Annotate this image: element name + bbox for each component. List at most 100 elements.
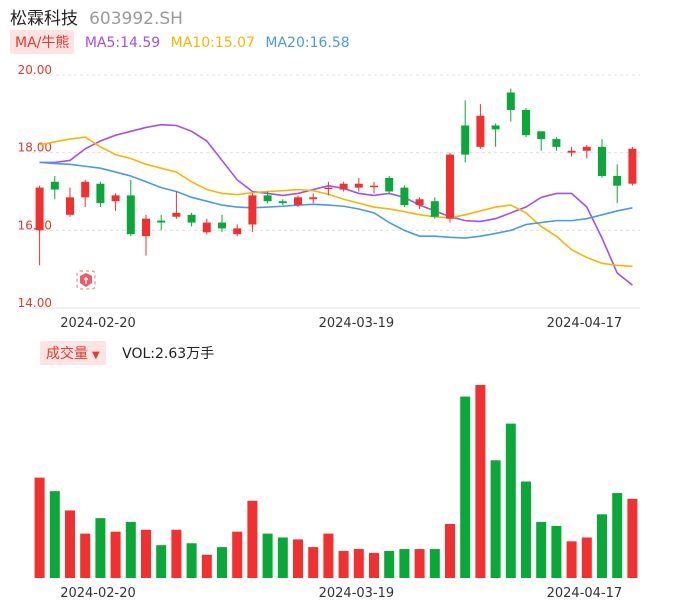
candle <box>35 185 44 266</box>
volume-value-label: VOL:2.63万手 <box>122 346 215 362</box>
candle-body <box>385 177 394 192</box>
candle <box>537 131 546 151</box>
volume-bar <box>597 514 607 578</box>
volume-bars <box>34 385 638 578</box>
volume-toggle-button[interactable]: 成交量 ▼ <box>40 341 106 365</box>
volume-bar <box>369 552 379 578</box>
bull-bear-marker-icon[interactable] <box>76 270 96 290</box>
candle <box>294 195 302 208</box>
volume-bar <box>627 498 638 578</box>
candle <box>187 212 196 227</box>
price-tick-label: 16.00 <box>18 218 52 232</box>
candle-body <box>278 201 287 204</box>
volume-bar <box>156 545 167 578</box>
stock-code: 603992.SH <box>89 9 183 29</box>
candles <box>35 88 637 266</box>
candle-body <box>202 222 211 233</box>
ma-toggle-button[interactable]: MA/牛熊 <box>10 30 75 54</box>
price-grid <box>32 74 640 309</box>
candle-body <box>491 125 500 130</box>
ma5-line <box>39 123 633 286</box>
ma-lines <box>39 123 633 286</box>
ma5-label: MA5:14.59 <box>84 35 161 51</box>
candle <box>126 179 135 237</box>
date-axis-lower: 2024-02-20 2024-03-19 2024-04-17 <box>60 586 622 601</box>
candle <box>339 181 348 192</box>
candle <box>142 214 150 256</box>
candle <box>582 144 591 159</box>
candle-body <box>50 181 59 190</box>
candle <box>476 104 485 149</box>
candle <box>552 137 561 151</box>
candle <box>202 218 211 235</box>
candle <box>309 193 318 204</box>
volume-bar <box>247 500 258 578</box>
candle-body <box>187 214 196 223</box>
volume-bar <box>125 522 136 578</box>
volume-bar <box>536 522 547 578</box>
candle <box>263 191 272 204</box>
candle-body <box>567 150 576 153</box>
candle-body <box>400 187 409 206</box>
candle <box>506 88 515 122</box>
date-tick-label: 2024-04-17 <box>547 586 623 601</box>
candle-body <box>628 148 637 184</box>
volume-bar <box>232 531 243 578</box>
candle-body <box>263 195 272 202</box>
volume-bar <box>429 549 440 578</box>
candle-body <box>354 183 363 188</box>
candle <box>446 152 454 223</box>
candle-body <box>35 187 44 231</box>
date-tick-label: 2024-03-19 <box>319 316 395 331</box>
volume-bar <box>399 549 410 578</box>
volume-bar <box>80 533 91 578</box>
candle-body <box>613 175 622 186</box>
volume-bar <box>141 529 151 578</box>
date-tick-label: 2024-02-20 <box>60 586 136 601</box>
price-tick-label: 14.00 <box>18 296 52 310</box>
ma10-line <box>39 136 633 268</box>
candle-body <box>218 222 226 229</box>
candle-body <box>446 154 454 219</box>
dropdown-caret-icon: ▼ <box>92 350 100 361</box>
candle-body <box>461 125 470 155</box>
candle <box>370 181 378 194</box>
volume-bar <box>581 537 592 578</box>
candle-body <box>537 131 546 140</box>
candle-body <box>172 212 181 217</box>
candle-body <box>522 109 530 136</box>
candle <box>324 181 333 196</box>
candle <box>385 175 394 194</box>
candle-body <box>506 92 515 110</box>
volume-bar <box>201 554 212 578</box>
ma20-line <box>39 161 633 239</box>
candle-body <box>126 195 135 235</box>
volume-bar <box>308 547 319 578</box>
candle <box>172 191 181 219</box>
ma20-label: MA20:16.58 <box>265 35 350 51</box>
volume-bar <box>49 491 60 578</box>
date-tick-label: 2024-04-17 <box>547 316 623 331</box>
candle-body <box>111 195 120 202</box>
volume-bar <box>521 481 531 578</box>
volume-legend: 成交量 ▼ VOL:2.63万手 <box>40 341 215 365</box>
volume-bar <box>110 531 121 578</box>
volume-bar <box>217 547 227 578</box>
candle <box>461 100 470 163</box>
candle <box>66 187 74 217</box>
candle-body <box>598 146 606 176</box>
candle-body <box>582 146 591 151</box>
volume-bar <box>95 518 106 578</box>
volume-bar <box>505 423 516 578</box>
date-tick-label: 2024-03-19 <box>319 586 395 601</box>
candle-body <box>430 201 439 217</box>
candle-body <box>476 115 485 147</box>
candle <box>50 175 59 200</box>
volume-bar <box>490 460 501 578</box>
volume-bar <box>293 539 303 578</box>
volume-bar <box>262 533 273 578</box>
candle <box>430 197 439 219</box>
candle-body <box>81 181 90 198</box>
